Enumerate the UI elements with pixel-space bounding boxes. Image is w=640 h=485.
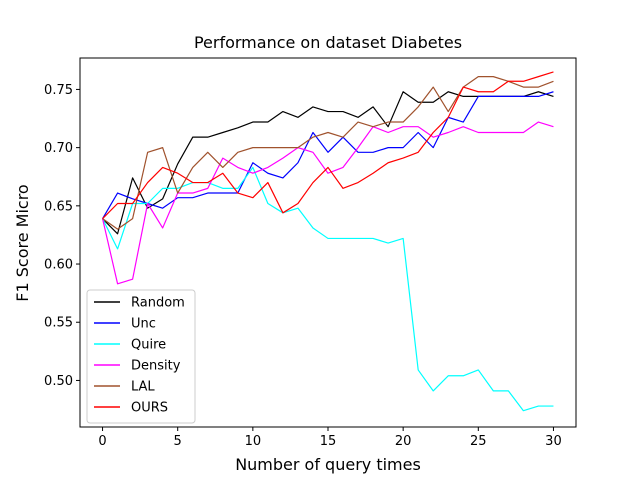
y-tick-label: 0.60 bbox=[44, 258, 73, 273]
legend-label-density: Density bbox=[131, 359, 181, 374]
ticks-layer: 0 5 10 15 20 25 30 0.50 0.55 0.60 0.65 0.70 0.75 bbox=[44, 83, 562, 449]
legend-label-ours: OURS bbox=[131, 401, 168, 416]
x-axis-label: Number of query times bbox=[235, 455, 421, 474]
x-tick-label: 30 bbox=[545, 434, 562, 449]
series-layer bbox=[101, 71, 554, 412]
y-tick-label: 0.50 bbox=[44, 374, 73, 389]
legend-label-random: Random bbox=[131, 296, 185, 311]
x-tick-label: 15 bbox=[320, 434, 337, 449]
y-axis-label: F1 Score Micro bbox=[13, 184, 32, 301]
chart-title: Performance on dataset Diabetes bbox=[194, 33, 462, 52]
series-line-unc bbox=[102, 91, 554, 219]
y-tick-label: 0.65 bbox=[44, 199, 73, 214]
y-tick-label: 0.75 bbox=[44, 83, 73, 98]
x-tick-label: 0 bbox=[98, 434, 106, 449]
x-tick-label: 25 bbox=[470, 434, 487, 449]
legend: Random Unc Quire Density LAL OURS bbox=[86, 289, 196, 424]
legend-label-unc: Unc bbox=[131, 317, 156, 332]
plot-frame bbox=[79, 57, 577, 428]
x-tick-label: 5 bbox=[174, 434, 182, 449]
legend-label-quire: Quire bbox=[131, 338, 166, 353]
y-tick-label: 0.70 bbox=[44, 141, 73, 156]
series-line-quire bbox=[102, 166, 554, 412]
y-tick-label: 0.55 bbox=[44, 316, 73, 331]
legend-label-lal: LAL bbox=[131, 380, 155, 395]
x-tick-label: 20 bbox=[395, 434, 412, 449]
series-line-lal bbox=[102, 76, 554, 230]
x-tick-label: 10 bbox=[245, 434, 262, 449]
series-line-ours bbox=[102, 71, 554, 220]
